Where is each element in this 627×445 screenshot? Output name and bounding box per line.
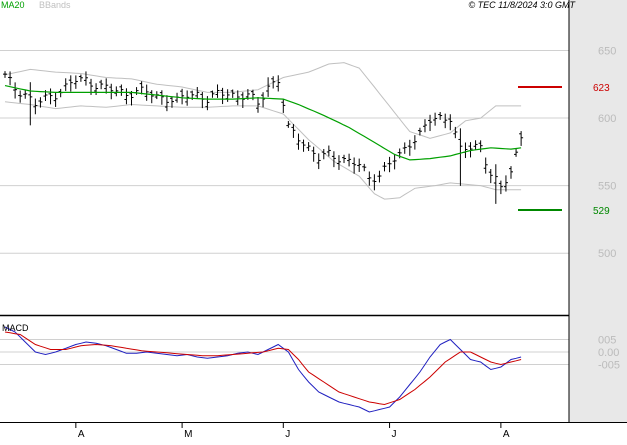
resistance-level-label: 623 xyxy=(593,83,610,94)
support-level-label: 529 xyxy=(593,206,610,217)
legend-ma20: MA20 xyxy=(1,0,25,10)
macd-y-tick-label: -005 xyxy=(598,360,620,372)
x-axis-label: M xyxy=(184,429,192,440)
main-y-tick-label: 550 xyxy=(598,181,616,193)
x-axis-band xyxy=(0,422,627,440)
macd-y-tick-label: 0.00 xyxy=(598,347,619,359)
main-y-tick-label: 500 xyxy=(598,248,616,260)
bband-upper xyxy=(4,62,522,139)
macd-y-tick-label: 005 xyxy=(598,335,616,347)
x-axis-label: A xyxy=(78,429,85,440)
signal-line xyxy=(4,331,522,406)
axis-band-right xyxy=(569,0,627,422)
x-axis-label: A xyxy=(503,429,510,440)
x-axis-label: J xyxy=(392,429,397,440)
macd-title: MACD xyxy=(2,323,29,333)
legend-bbands: BBands xyxy=(39,0,71,10)
main-y-tick-label: 600 xyxy=(598,113,616,125)
x-axis-label: J xyxy=(285,429,290,440)
main-y-tick-label: 650 xyxy=(598,45,616,57)
copyright-text: © TEC 11/8/2024 3:0 GMT xyxy=(468,0,576,10)
bband-lower xyxy=(4,101,522,200)
ma20-line xyxy=(4,85,522,161)
